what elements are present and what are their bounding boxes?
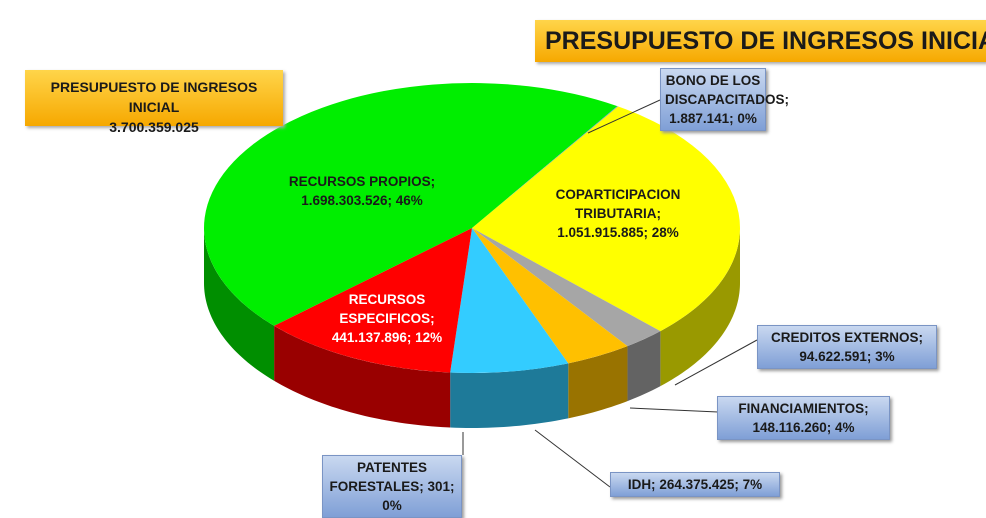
label-text: FINANCIAMIENTOS; — [738, 401, 868, 416]
label-text: CREDITOS EXTERNOS; — [771, 330, 923, 345]
total-box: PRESUPUESTO DE INGRESOS INICIAL 3.700.35… — [25, 70, 283, 126]
label-text: IDH; — [628, 477, 656, 492]
slice-side — [450, 363, 568, 428]
label-text: 441.137.896; 12% — [332, 330, 442, 345]
chart-title: PRESUPUESTO DE INGRESOS INICIAL — [535, 20, 986, 62]
total-value: 3.700.359.025 — [25, 117, 283, 137]
label-text: 94.622.591; 3% — [799, 349, 894, 364]
data-label: COPARTICIPACION TRIBUTARIA; 1.051.915.88… — [538, 185, 698, 242]
data-label: RECURSOS PROPIOS; 1.698.303.526; 46% — [277, 172, 447, 210]
label-text: RECURSOS ESPECIFICOS; — [339, 292, 434, 326]
label-text: 1.887.141; 0% — [669, 111, 757, 126]
label-text: RECURSOS PROPIOS; — [289, 174, 435, 189]
label-text: PATENTES FORESTALES; — [329, 460, 427, 494]
leader-line — [535, 430, 610, 487]
leader-line — [630, 408, 718, 412]
data-label: BONO DE LOS DISCAPACITADOS; 1.887.141; 0… — [660, 68, 766, 131]
total-label: PRESUPUESTO DE INGRESOS INICIAL — [25, 77, 283, 117]
data-label: IDH; 264.375.425; 7% — [610, 472, 780, 497]
data-label: FINANCIAMIENTOS; 148.116.260; 4% — [717, 396, 890, 440]
label-text: 1.051.915.885; 28% — [557, 225, 679, 240]
data-label: PATENTES FORESTALES; 301; 0% — [322, 455, 462, 518]
label-text: 148.116.260; 4% — [752, 420, 854, 435]
data-label: RECURSOS ESPECIFICOS; 441.137.896; 12% — [322, 290, 452, 347]
label-text: COPARTICIPACION TRIBUTARIA; — [556, 187, 681, 221]
label-text: 1.698.303.526; 46% — [301, 193, 423, 208]
label-text: 264.375.425; 7% — [659, 477, 762, 492]
data-label: CREDITOS EXTERNOS; 94.622.591; 3% — [757, 325, 937, 369]
